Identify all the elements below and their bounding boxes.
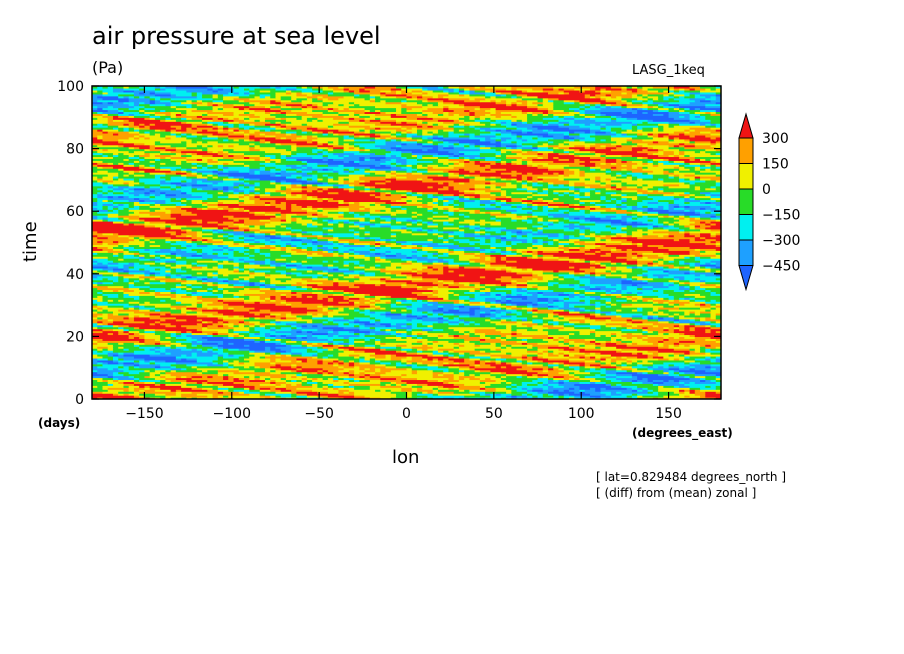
diff-note: [ (diff) from (mean) zonal ] xyxy=(596,486,757,500)
colorbar-label: 0 xyxy=(762,182,771,198)
pressure-field xyxy=(92,86,721,399)
y-tick-label: 40 xyxy=(66,267,84,283)
y-tick-label: 0 xyxy=(75,392,84,408)
source-label: LASG_1keq xyxy=(632,63,705,78)
y-axis-unit: (days) xyxy=(38,416,81,430)
x-axis: −150 −100 −50 0 50 100 150 xyxy=(125,86,682,422)
colorbar-segment xyxy=(738,214,754,241)
x-tick-label: −100 xyxy=(213,406,251,422)
colorbar-label: 300 xyxy=(762,131,789,147)
colorbar-segment xyxy=(738,239,754,266)
colorbar-segment xyxy=(738,265,754,292)
x-tick-label: −50 xyxy=(304,406,334,422)
x-axis-unit: (degrees_east) xyxy=(632,426,733,440)
x-tick-label: 50 xyxy=(485,406,503,422)
x-tick-label: 150 xyxy=(655,406,682,422)
colorbar: 300 150 0 −150 −300 −450 xyxy=(738,112,800,292)
x-axis-label: lon xyxy=(392,447,420,468)
y-axis: 0 20 40 60 80 100 xyxy=(57,79,721,408)
colorbar-segment xyxy=(738,137,754,164)
colorbar-segment xyxy=(738,163,754,190)
latitude-note: [ lat=0.829484 degrees_north ] xyxy=(596,470,787,484)
colorbar-label: −300 xyxy=(762,233,800,249)
x-tick-label: 100 xyxy=(568,406,595,422)
x-tick-label: 0 xyxy=(402,406,411,422)
y-tick-label: 20 xyxy=(66,329,84,345)
y-tick-label: 60 xyxy=(66,204,84,220)
chart-units: (Pa) xyxy=(92,58,124,77)
colorbar-segment xyxy=(738,112,754,139)
colorbar-label: −450 xyxy=(762,259,800,275)
chart-title: air pressure at sea level xyxy=(92,22,381,50)
y-tick-label: 80 xyxy=(66,142,84,158)
y-tick-label: 100 xyxy=(57,79,84,95)
colorbar-segment xyxy=(738,188,754,215)
colorbar-label: 150 xyxy=(762,157,789,173)
x-tick-label: −150 xyxy=(125,406,163,422)
colorbar-label: −150 xyxy=(762,208,800,224)
